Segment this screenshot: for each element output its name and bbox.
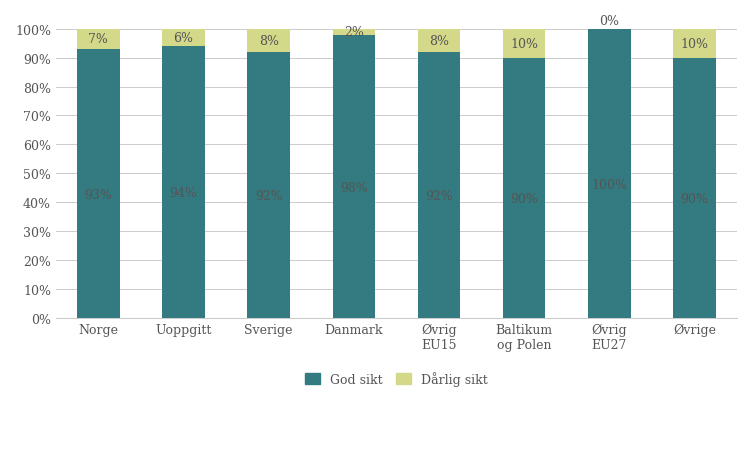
Bar <box>588 30 631 318</box>
Bar <box>162 47 205 318</box>
Text: 100%: 100% <box>591 179 627 192</box>
Bar <box>77 50 120 318</box>
Bar <box>673 30 716 59</box>
Text: 10%: 10% <box>681 37 708 51</box>
Bar <box>247 53 290 318</box>
Text: 93%: 93% <box>84 188 112 201</box>
Text: 90%: 90% <box>681 192 708 205</box>
Text: 7%: 7% <box>89 33 108 46</box>
Legend: God sikt, Dårlig sikt: God sikt, Dårlig sikt <box>299 365 493 392</box>
Bar <box>503 59 545 318</box>
Bar <box>417 53 460 318</box>
Bar <box>332 36 375 318</box>
Text: 0%: 0% <box>599 15 620 28</box>
Bar <box>673 59 716 318</box>
Bar <box>162 30 205 47</box>
Bar <box>332 30 375 36</box>
Text: 10%: 10% <box>510 37 538 51</box>
Text: 92%: 92% <box>255 189 283 202</box>
Bar <box>77 30 120 50</box>
Text: 8%: 8% <box>429 35 449 48</box>
Bar <box>247 30 290 53</box>
Bar <box>503 30 545 59</box>
Text: 98%: 98% <box>340 181 368 194</box>
Bar <box>417 30 460 53</box>
Text: 92%: 92% <box>425 189 453 202</box>
Text: 6%: 6% <box>174 32 193 45</box>
Text: 8%: 8% <box>259 35 279 48</box>
Text: 94%: 94% <box>170 187 198 200</box>
Text: 2%: 2% <box>344 26 364 39</box>
Text: 90%: 90% <box>510 192 538 205</box>
